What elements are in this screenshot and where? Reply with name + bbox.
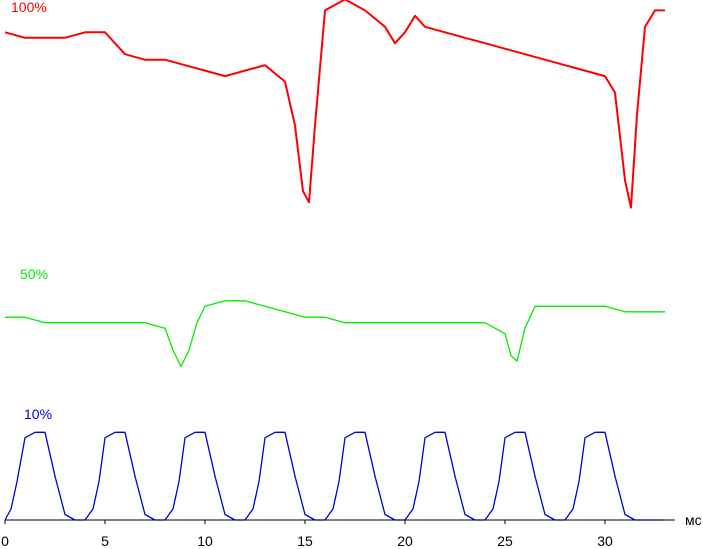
x-tick-label: 5 — [101, 533, 109, 549]
x-tick-label: 15 — [297, 533, 313, 549]
trace-10-percent — [4, 431, 665, 521]
trace-label-50-percent: 50% — [20, 266, 48, 282]
trace-50-percent — [5, 300, 665, 368]
x-tick-group: 0 5 10 15 20 25 30 — [1, 520, 613, 549]
x-axis-unit-label: мс — [685, 512, 702, 528]
trace-label-100-percent: 100% — [11, 0, 47, 15]
trace-group — [4, 0, 665, 521]
x-tick-label: 20 — [397, 533, 413, 549]
x-tick-label: 30 — [597, 533, 613, 549]
trace-label-10-percent: 10% — [24, 406, 52, 422]
trace-label-group: 100% 50% 10% — [11, 0, 52, 422]
x-tick-label: 0 — [1, 533, 9, 549]
x-tick-label: 25 — [497, 533, 513, 549]
x-tick-label: 10 — [197, 533, 213, 549]
trace-100-percent — [4, 0, 665, 209]
